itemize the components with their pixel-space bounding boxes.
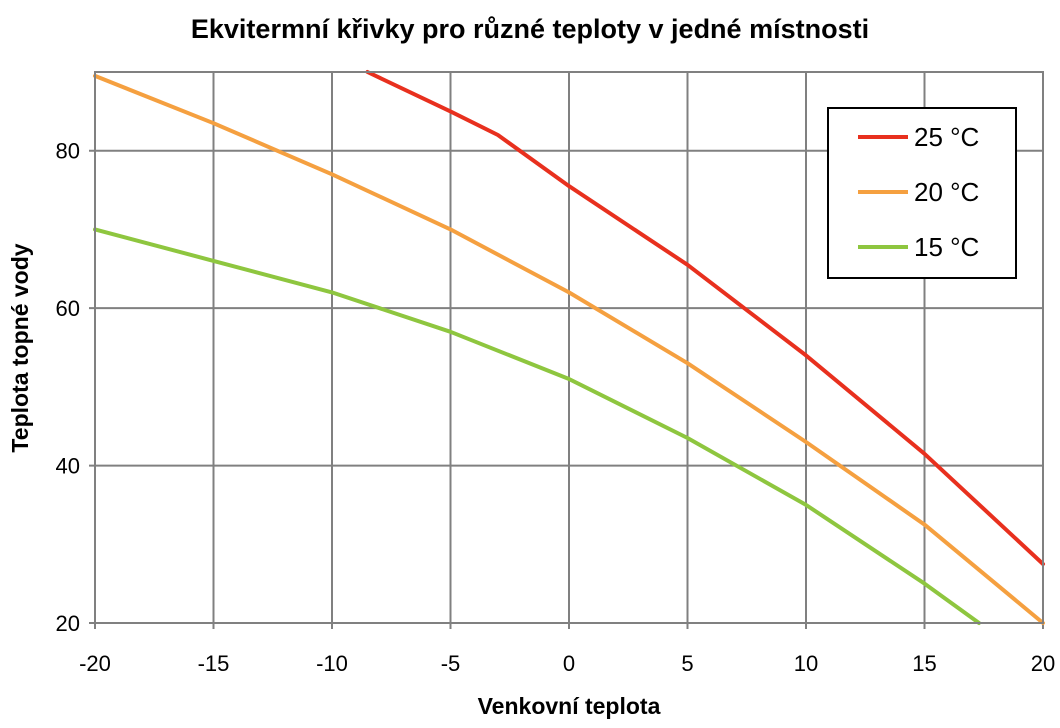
tick-labels: -20 -15 -10 -5 0 5 10 15 20 20 40 60 80 [56, 139, 1056, 676]
x-tick-label: -15 [198, 651, 230, 676]
y-tick-label: 40 [56, 454, 80, 479]
x-tick-label: 20 [1031, 651, 1055, 676]
series-layer [93, 70, 1045, 625]
x-tick-label: -20 [79, 651, 111, 676]
chart-title: Ekvitermní křivky pro různé teploty v je… [190, 14, 870, 44]
legend-label: 20 °C [914, 177, 979, 207]
series-line [365, 70, 1045, 566]
series-line [93, 227, 981, 625]
y-tick-label: 20 [56, 611, 80, 636]
series-line [93, 73, 1045, 625]
legend-label: 15 °C [914, 232, 979, 262]
y-tick-label: 80 [56, 139, 80, 164]
y-axis-title: Teplota topné vody [7, 243, 33, 452]
plot-frame [94, 71, 1044, 624]
legend: 25 °C 20 °C 15 °C [827, 107, 1017, 279]
x-tick-label: 10 [794, 651, 818, 676]
x-tick-label: 0 [563, 651, 575, 676]
x-axis-title: Venkovní teplota [478, 693, 661, 719]
x-tick-label: -10 [316, 651, 348, 676]
y-tick-label: 60 [56, 296, 80, 321]
x-tick-label: 15 [912, 651, 936, 676]
x-tick-label: 5 [681, 651, 693, 676]
legend-label: 25 °C [914, 122, 979, 152]
x-tick-label: -5 [441, 651, 461, 676]
